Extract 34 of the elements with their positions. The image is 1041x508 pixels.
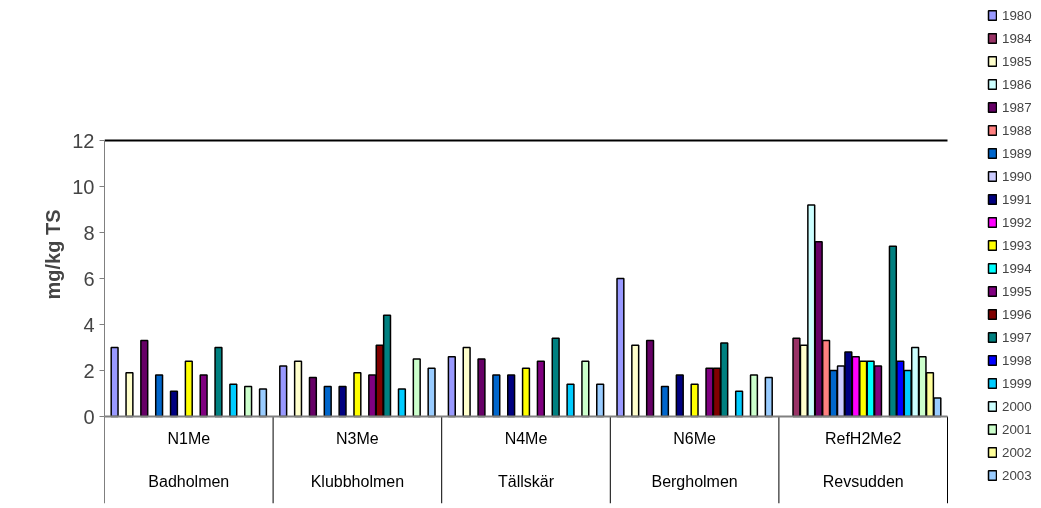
- legend-label: 1993: [1002, 236, 1033, 255]
- y-tick-label: 2: [83, 359, 95, 382]
- legend-label: 1985: [1002, 52, 1033, 71]
- category-label: N6Me Bergholmen: [651, 429, 738, 491]
- legend-label: 2002: [1002, 443, 1033, 462]
- y-tick-label: 0: [83, 405, 95, 428]
- legend-label: 1988: [1002, 121, 1033, 140]
- category-label: RefH2Me2 Revsudden: [822, 429, 904, 491]
- legend-label: 1992: [1002, 213, 1033, 232]
- y-tick-label: 6: [83, 267, 95, 290]
- legend-label: 1991: [1002, 190, 1033, 209]
- legend-label: 1998: [1002, 351, 1033, 370]
- y-tick-label: 4: [83, 313, 95, 336]
- legend-label: 2001: [1002, 420, 1033, 439]
- y-tick-label: 12: [72, 129, 95, 152]
- legend-label: 2000: [1002, 397, 1033, 416]
- legend-label: 1996: [1002, 305, 1033, 324]
- legend-label: 1987: [1002, 98, 1033, 117]
- y-tick-label: 8: [83, 221, 95, 244]
- legend-label: 2003: [1002, 466, 1033, 485]
- legend-label: 1999: [1002, 374, 1033, 393]
- y-axis-title: mg/kg TS: [42, 209, 65, 300]
- y-tick-label: 10: [72, 175, 95, 198]
- legend-label: 1997: [1002, 328, 1033, 347]
- category-label: N3Me Klubbholmen: [310, 429, 405, 491]
- category-label: N1Me Badholmen: [148, 429, 230, 491]
- legend-label: 1989: [1002, 144, 1033, 163]
- legend-label: 1980: [1002, 6, 1033, 25]
- legend-label: 1995: [1002, 282, 1033, 301]
- legend-label: 1984: [1002, 29, 1033, 48]
- legend-label: 1986: [1002, 75, 1033, 94]
- legend-label: 1990: [1002, 167, 1033, 186]
- category-label: N4Me Tällskär: [498, 429, 555, 491]
- legend-label: 1994: [1002, 259, 1033, 278]
